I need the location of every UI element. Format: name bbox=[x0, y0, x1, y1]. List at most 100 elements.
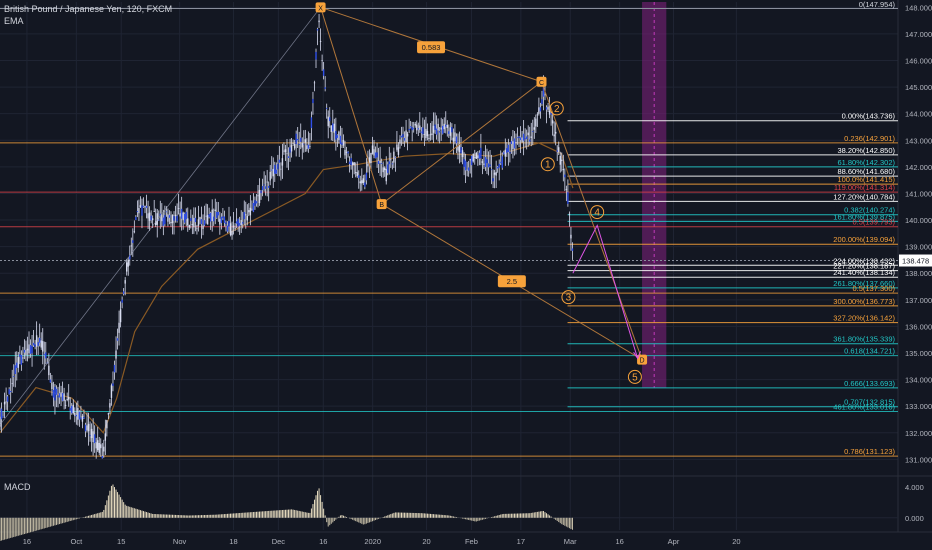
candle-body bbox=[208, 214, 210, 218]
candle-body bbox=[167, 214, 169, 222]
candle-body bbox=[480, 147, 482, 159]
candle-body bbox=[548, 110, 551, 115]
macd-label[interactable]: MACD bbox=[4, 482, 31, 492]
candle-body bbox=[561, 159, 563, 162]
candle-body bbox=[559, 155, 561, 165]
candle-body bbox=[158, 219, 160, 221]
candle-body bbox=[138, 208, 140, 214]
pattern-leg bbox=[320, 7, 383, 205]
candle-body bbox=[402, 134, 404, 138]
candle-body bbox=[292, 142, 294, 144]
candle-body bbox=[141, 205, 143, 216]
time-tick-label: 2020 bbox=[364, 537, 381, 546]
candle-body bbox=[541, 99, 543, 105]
candle-body bbox=[290, 145, 293, 152]
candle-body bbox=[26, 348, 29, 351]
candle-body bbox=[132, 240, 134, 243]
candle-body bbox=[500, 161, 502, 163]
candle-body bbox=[130, 245, 132, 247]
last-price-badge bbox=[899, 254, 932, 267]
candle-body bbox=[29, 345, 32, 354]
candle-body bbox=[75, 415, 78, 417]
price-tick-label: 147.000 bbox=[905, 30, 932, 39]
candle-body bbox=[483, 163, 485, 165]
candle-body bbox=[524, 138, 526, 140]
candle-body bbox=[295, 133, 297, 145]
price-tick-label: 137.000 bbox=[905, 296, 932, 305]
pattern-point-badge bbox=[315, 2, 326, 13]
candle-body bbox=[417, 128, 419, 130]
candle-body bbox=[409, 126, 412, 128]
fib-level-label: 0.382(140.274) bbox=[844, 206, 895, 215]
candle-body bbox=[251, 208, 253, 210]
candle-body bbox=[513, 138, 516, 149]
candle-body bbox=[286, 153, 288, 155]
candle-body bbox=[338, 131, 340, 141]
candle-body bbox=[42, 341, 44, 352]
candle-body bbox=[318, 20, 320, 23]
candle-body bbox=[362, 178, 365, 184]
candle-body bbox=[504, 149, 507, 157]
candle-body bbox=[180, 208, 183, 219]
candle-body bbox=[536, 114, 539, 116]
candle-body bbox=[298, 144, 300, 146]
candle-body bbox=[413, 128, 415, 130]
fib-level-label: 119.00%(141.314) bbox=[834, 183, 896, 192]
time-tick-label: 20 bbox=[422, 537, 430, 546]
candle-body bbox=[274, 164, 276, 174]
candle-body bbox=[533, 127, 536, 130]
projected-wave-arrowhead bbox=[633, 351, 642, 360]
macd-tick-label: 4.000 bbox=[905, 483, 924, 492]
candle-body bbox=[222, 216, 224, 218]
candle-body bbox=[55, 388, 58, 395]
candle-body bbox=[344, 149, 346, 156]
projected-wave-path bbox=[572, 224, 639, 359]
pattern-point-label: B bbox=[379, 202, 384, 209]
candle-body bbox=[98, 442, 100, 453]
candle-body bbox=[486, 159, 488, 164]
candle-body bbox=[466, 169, 468, 171]
candle-body bbox=[13, 376, 15, 377]
price-tick-label: 146.000 bbox=[905, 57, 932, 66]
candle-body bbox=[463, 159, 465, 167]
legend-symbol[interactable]: British Pound / Japanese Yen, 120, FXCM bbox=[4, 4, 173, 14]
candle-body bbox=[474, 156, 476, 158]
candle-body bbox=[179, 213, 181, 217]
candle-body bbox=[101, 456, 103, 459]
candle-body bbox=[351, 162, 354, 166]
candle-body bbox=[396, 144, 398, 150]
candle-body bbox=[336, 135, 339, 138]
candle-body bbox=[257, 195, 259, 197]
candle-body bbox=[272, 168, 274, 177]
candle-body bbox=[567, 192, 569, 204]
candle-body bbox=[280, 168, 282, 170]
pattern-ratio-label: 0.583 bbox=[422, 43, 441, 52]
candle-body bbox=[135, 217, 137, 220]
candle-body bbox=[568, 213, 571, 216]
candle-body bbox=[168, 215, 171, 218]
candle-body bbox=[374, 152, 377, 159]
candle-body bbox=[289, 147, 291, 153]
candle-body bbox=[438, 131, 441, 133]
wave-circle bbox=[549, 101, 564, 116]
candle-body bbox=[104, 433, 107, 441]
price-tick-label: 144.000 bbox=[905, 110, 932, 119]
candle-body bbox=[34, 344, 36, 347]
candle-body bbox=[245, 214, 247, 216]
fib-level-label: 227.20%(138.187) bbox=[833, 262, 895, 271]
pattern-point-label: X bbox=[318, 5, 323, 12]
candle-body bbox=[142, 205, 145, 207]
candle-body bbox=[78, 411, 81, 420]
candle-body bbox=[206, 215, 209, 225]
candle-body bbox=[258, 189, 261, 204]
candle-body bbox=[324, 87, 326, 89]
candle-body bbox=[219, 218, 221, 225]
candle-body bbox=[380, 163, 383, 164]
legend-ema[interactable]: EMA bbox=[4, 16, 24, 26]
candle-body bbox=[174, 214, 177, 217]
candle-body bbox=[228, 220, 230, 227]
candle-body bbox=[64, 404, 67, 406]
wave-label: 4 bbox=[594, 208, 600, 219]
